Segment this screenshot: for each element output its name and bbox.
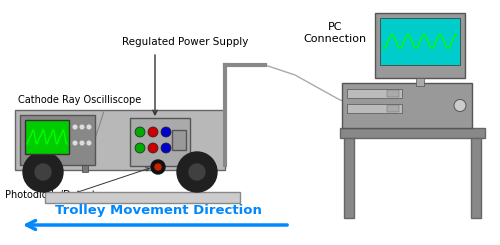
FancyBboxPatch shape xyxy=(172,130,186,150)
FancyBboxPatch shape xyxy=(387,105,399,112)
FancyBboxPatch shape xyxy=(342,83,472,128)
Circle shape xyxy=(23,152,63,192)
FancyBboxPatch shape xyxy=(45,192,240,203)
Text: Photodiode/Detector: Photodiode/Detector xyxy=(5,190,105,200)
Circle shape xyxy=(72,124,78,130)
Circle shape xyxy=(189,164,205,180)
FancyBboxPatch shape xyxy=(27,165,33,172)
Circle shape xyxy=(35,164,51,180)
Circle shape xyxy=(72,140,78,146)
Circle shape xyxy=(161,127,171,137)
Text: Cathode Ray Oscilliscope: Cathode Ray Oscilliscope xyxy=(18,95,142,105)
Circle shape xyxy=(135,127,145,137)
FancyBboxPatch shape xyxy=(471,138,481,218)
Text: Regulated Power Supply: Regulated Power Supply xyxy=(122,37,248,47)
Text: Trolley Movement Direction: Trolley Movement Direction xyxy=(54,204,262,217)
Circle shape xyxy=(148,143,158,153)
FancyBboxPatch shape xyxy=(347,104,402,113)
Text: PC
Connection: PC Connection xyxy=(304,22,366,44)
Text: Simulated surface: Simulated surface xyxy=(104,194,180,203)
FancyBboxPatch shape xyxy=(20,115,95,165)
Circle shape xyxy=(151,160,165,174)
Circle shape xyxy=(161,143,171,153)
FancyBboxPatch shape xyxy=(344,138,354,218)
FancyBboxPatch shape xyxy=(130,118,190,166)
Circle shape xyxy=(86,124,92,130)
Circle shape xyxy=(155,164,161,170)
Circle shape xyxy=(177,152,217,192)
FancyBboxPatch shape xyxy=(340,128,485,138)
Circle shape xyxy=(79,140,85,146)
FancyBboxPatch shape xyxy=(380,18,460,65)
FancyBboxPatch shape xyxy=(82,165,88,172)
FancyBboxPatch shape xyxy=(416,78,424,86)
FancyBboxPatch shape xyxy=(15,110,225,170)
Circle shape xyxy=(79,124,85,130)
FancyBboxPatch shape xyxy=(375,13,465,78)
Circle shape xyxy=(135,143,145,153)
FancyBboxPatch shape xyxy=(347,89,402,98)
Circle shape xyxy=(454,99,466,111)
FancyBboxPatch shape xyxy=(387,90,399,97)
Circle shape xyxy=(86,140,92,146)
FancyBboxPatch shape xyxy=(25,120,69,154)
Circle shape xyxy=(148,127,158,137)
